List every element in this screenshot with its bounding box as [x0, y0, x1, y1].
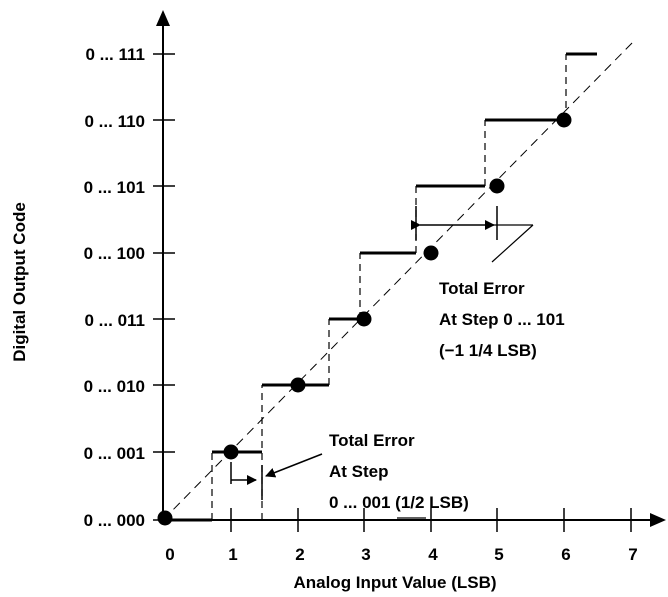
annotation-bottom-line1: Total Error — [329, 431, 415, 450]
x-tick-label: 2 — [295, 545, 304, 564]
leader-line — [491, 224, 534, 263]
x-tick-labels: 0 1 2 3 4 5 6 7 — [165, 545, 637, 564]
x-ticks — [230, 508, 632, 532]
y-tick-label: 0 ... 011 — [85, 311, 146, 330]
x-tick-label: 4 — [428, 545, 438, 564]
code-center-points — [157, 112, 572, 526]
x-tick-label: 1 — [228, 545, 237, 564]
annotation-bottom-line3: 0 ... 001 (1/2 LSB) — [329, 493, 469, 512]
y-axis-arrowhead — [156, 10, 170, 26]
error-indicator-top — [411, 206, 534, 263]
center-point — [290, 377, 306, 393]
x-tick-label: 3 — [361, 545, 370, 564]
y-tick-label: 0 ... 111 — [85, 45, 145, 64]
annotation-top: Total Error At Step 0 ... 101 (−1 1/4 LS… — [439, 279, 565, 360]
pointer-arrow — [265, 453, 323, 478]
y-axis-title: Digital Output Code — [10, 202, 29, 362]
center-point — [489, 178, 505, 194]
x-axis-arrowhead — [650, 513, 666, 527]
y-tick-labels: 0 ... 000 0 ... 001 0 ... 010 0 ... 011 … — [84, 45, 145, 530]
x-tick-label: 6 — [561, 545, 570, 564]
center-point — [556, 112, 572, 128]
annotation-top-line1: Total Error — [439, 279, 525, 298]
y-tick-label: 0 ... 010 — [84, 377, 145, 396]
center-point — [423, 245, 439, 261]
x-tick-label: 5 — [494, 545, 503, 564]
y-tick-label: 0 ... 100 — [84, 244, 145, 263]
x-axis-title: Analog Input Value (LSB) — [293, 573, 496, 592]
y-tick-label: 0 ... 110 — [85, 112, 146, 131]
y-tick-label: 0 ... 001 — [84, 444, 145, 463]
annotation-top-line2: At Step 0 ... 101 — [439, 310, 565, 329]
center-point — [223, 444, 239, 460]
center-point — [356, 311, 372, 327]
annotation-bottom-line2: At Step — [329, 462, 389, 481]
error-indicator-bottom — [230, 453, 426, 519]
x-tick-label: 7 — [628, 545, 637, 564]
y-tick-label: 0 ... 000 — [84, 511, 145, 530]
annotation-bottom: Total Error At Step 0 ... 001 (1/2 LSB) — [329, 431, 469, 512]
ideal-transfer-line — [162, 41, 634, 521]
staircase-risers — [211, 54, 567, 520]
y-tick-label: 0 ... 101 — [84, 178, 145, 197]
axes — [156, 10, 666, 527]
annotation-top-line3: (−1 1/4 LSB) — [439, 341, 537, 360]
center-point — [157, 510, 173, 526]
x-tick-label: 0 — [165, 545, 174, 564]
